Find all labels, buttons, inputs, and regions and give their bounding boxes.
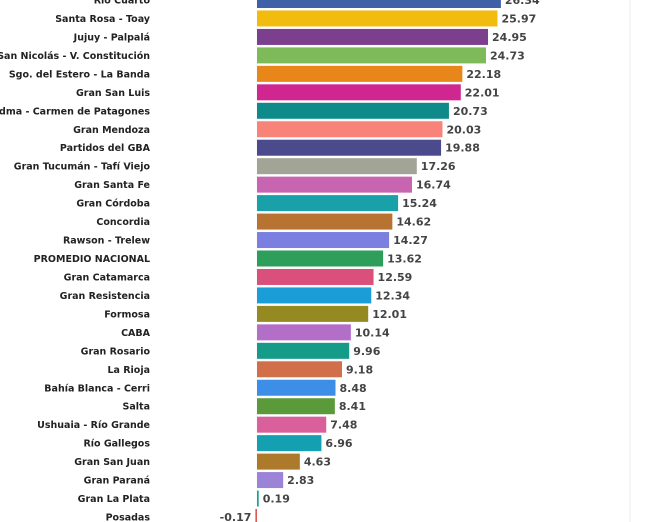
category-label: Gran San Juan bbox=[74, 457, 150, 468]
value-label: 22.01 bbox=[465, 86, 500, 99]
value-label: 25.97 bbox=[501, 12, 536, 25]
category-label: Viedma - Carmen de Patagones bbox=[0, 106, 150, 117]
value-label: 8.48 bbox=[340, 382, 367, 395]
value-label: 9.96 bbox=[353, 345, 380, 358]
category-label: Gran Catamarca bbox=[64, 272, 150, 283]
bar bbox=[255, 509, 257, 522]
bar bbox=[256, 305, 369, 322]
category-label: Rawson - Trelew bbox=[63, 236, 150, 247]
value-label: 10.14 bbox=[355, 326, 390, 339]
bar bbox=[256, 490, 259, 507]
value-label: 4.63 bbox=[304, 456, 331, 469]
category-label: La Rioja bbox=[107, 365, 150, 376]
bar bbox=[256, 213, 393, 230]
bar bbox=[256, 0, 501, 8]
bar bbox=[256, 416, 327, 433]
value-label: 15.24 bbox=[402, 197, 437, 210]
value-label: 24.73 bbox=[490, 49, 525, 62]
category-label: Río Gallegos bbox=[83, 439, 150, 450]
category-label: Gran La Plata bbox=[78, 494, 150, 505]
category-label: Gran Paraná bbox=[84, 476, 150, 487]
bar bbox=[256, 28, 489, 45]
bar bbox=[256, 102, 449, 119]
category-label: Sgo. del Estero - La Banda bbox=[9, 69, 150, 80]
category-label: Gran Córdoba bbox=[76, 199, 150, 210]
value-label: 12.01 bbox=[372, 308, 407, 321]
value-label: -0.17 bbox=[220, 511, 252, 522]
value-label: 9.18 bbox=[346, 363, 373, 376]
bar bbox=[256, 398, 335, 415]
category-label: Salta bbox=[123, 402, 150, 413]
value-label: 14.27 bbox=[393, 234, 428, 247]
value-label: 22.18 bbox=[466, 68, 501, 81]
bar bbox=[256, 10, 498, 27]
category-label: Gran Tucumán - Tafí Viejo bbox=[14, 162, 151, 173]
category-label: Gran Santa Fe bbox=[74, 180, 150, 191]
category-label: Gran Resistencia bbox=[60, 291, 150, 302]
bar bbox=[256, 453, 300, 470]
category-label: Partidos del GBA bbox=[60, 143, 151, 154]
value-label: 13.62 bbox=[387, 253, 422, 266]
bar bbox=[256, 47, 486, 64]
value-label: 19.88 bbox=[445, 142, 480, 155]
value-label: 20.73 bbox=[453, 105, 488, 118]
bar bbox=[256, 139, 442, 156]
bar bbox=[256, 121, 443, 138]
value-label: 0.19 bbox=[263, 493, 290, 506]
category-label: CABA bbox=[121, 328, 151, 339]
value-label: 17.26 bbox=[421, 160, 456, 173]
value-label: 12.34 bbox=[375, 289, 410, 302]
category-label: Santa Rosa - Toay bbox=[55, 14, 151, 25]
category-label: Gran San Luis bbox=[76, 88, 150, 99]
category-label: Gran Mendoza bbox=[73, 125, 150, 136]
value-label: 14.62 bbox=[396, 216, 431, 229]
category-label: Concordia bbox=[96, 217, 150, 228]
category-label: Bahía Blanca - Cerri bbox=[44, 383, 150, 394]
value-label: 12.59 bbox=[378, 271, 413, 284]
bar bbox=[256, 472, 284, 489]
category-label: Formosa bbox=[104, 309, 150, 320]
value-label: 6.96 bbox=[325, 437, 352, 450]
value-label: 7.48 bbox=[330, 419, 357, 432]
category-label: Río Cuarto bbox=[94, 0, 151, 7]
value-label: 2.83 bbox=[287, 474, 314, 487]
category-label: PROMEDIO NACIONAL bbox=[34, 254, 150, 265]
bar bbox=[256, 65, 463, 82]
bar bbox=[256, 84, 461, 101]
bar bbox=[256, 435, 322, 452]
category-label: Ushuaia - Río Grande bbox=[37, 420, 150, 431]
category-label: San Nicolás - V. Constitución bbox=[0, 51, 150, 62]
bar bbox=[256, 379, 336, 396]
category-label: Posadas bbox=[106, 513, 151, 522]
bar bbox=[256, 250, 384, 267]
category-label: Gran Rosario bbox=[81, 346, 151, 357]
bar bbox=[256, 287, 372, 304]
value-label: 20.03 bbox=[446, 123, 481, 136]
bar bbox=[256, 232, 390, 249]
bar bbox=[256, 342, 350, 359]
bar bbox=[256, 158, 417, 175]
bar bbox=[256, 176, 412, 193]
value-label: 26.34 bbox=[505, 0, 540, 7]
bar bbox=[256, 195, 399, 212]
bar bbox=[256, 324, 351, 341]
category-label: Jujuy - Palpalá bbox=[73, 32, 150, 43]
value-label: 8.41 bbox=[339, 400, 366, 413]
bar bbox=[256, 361, 342, 378]
value-label: 16.74 bbox=[416, 179, 451, 192]
value-label: 24.95 bbox=[492, 31, 527, 44]
bar bbox=[256, 268, 374, 285]
